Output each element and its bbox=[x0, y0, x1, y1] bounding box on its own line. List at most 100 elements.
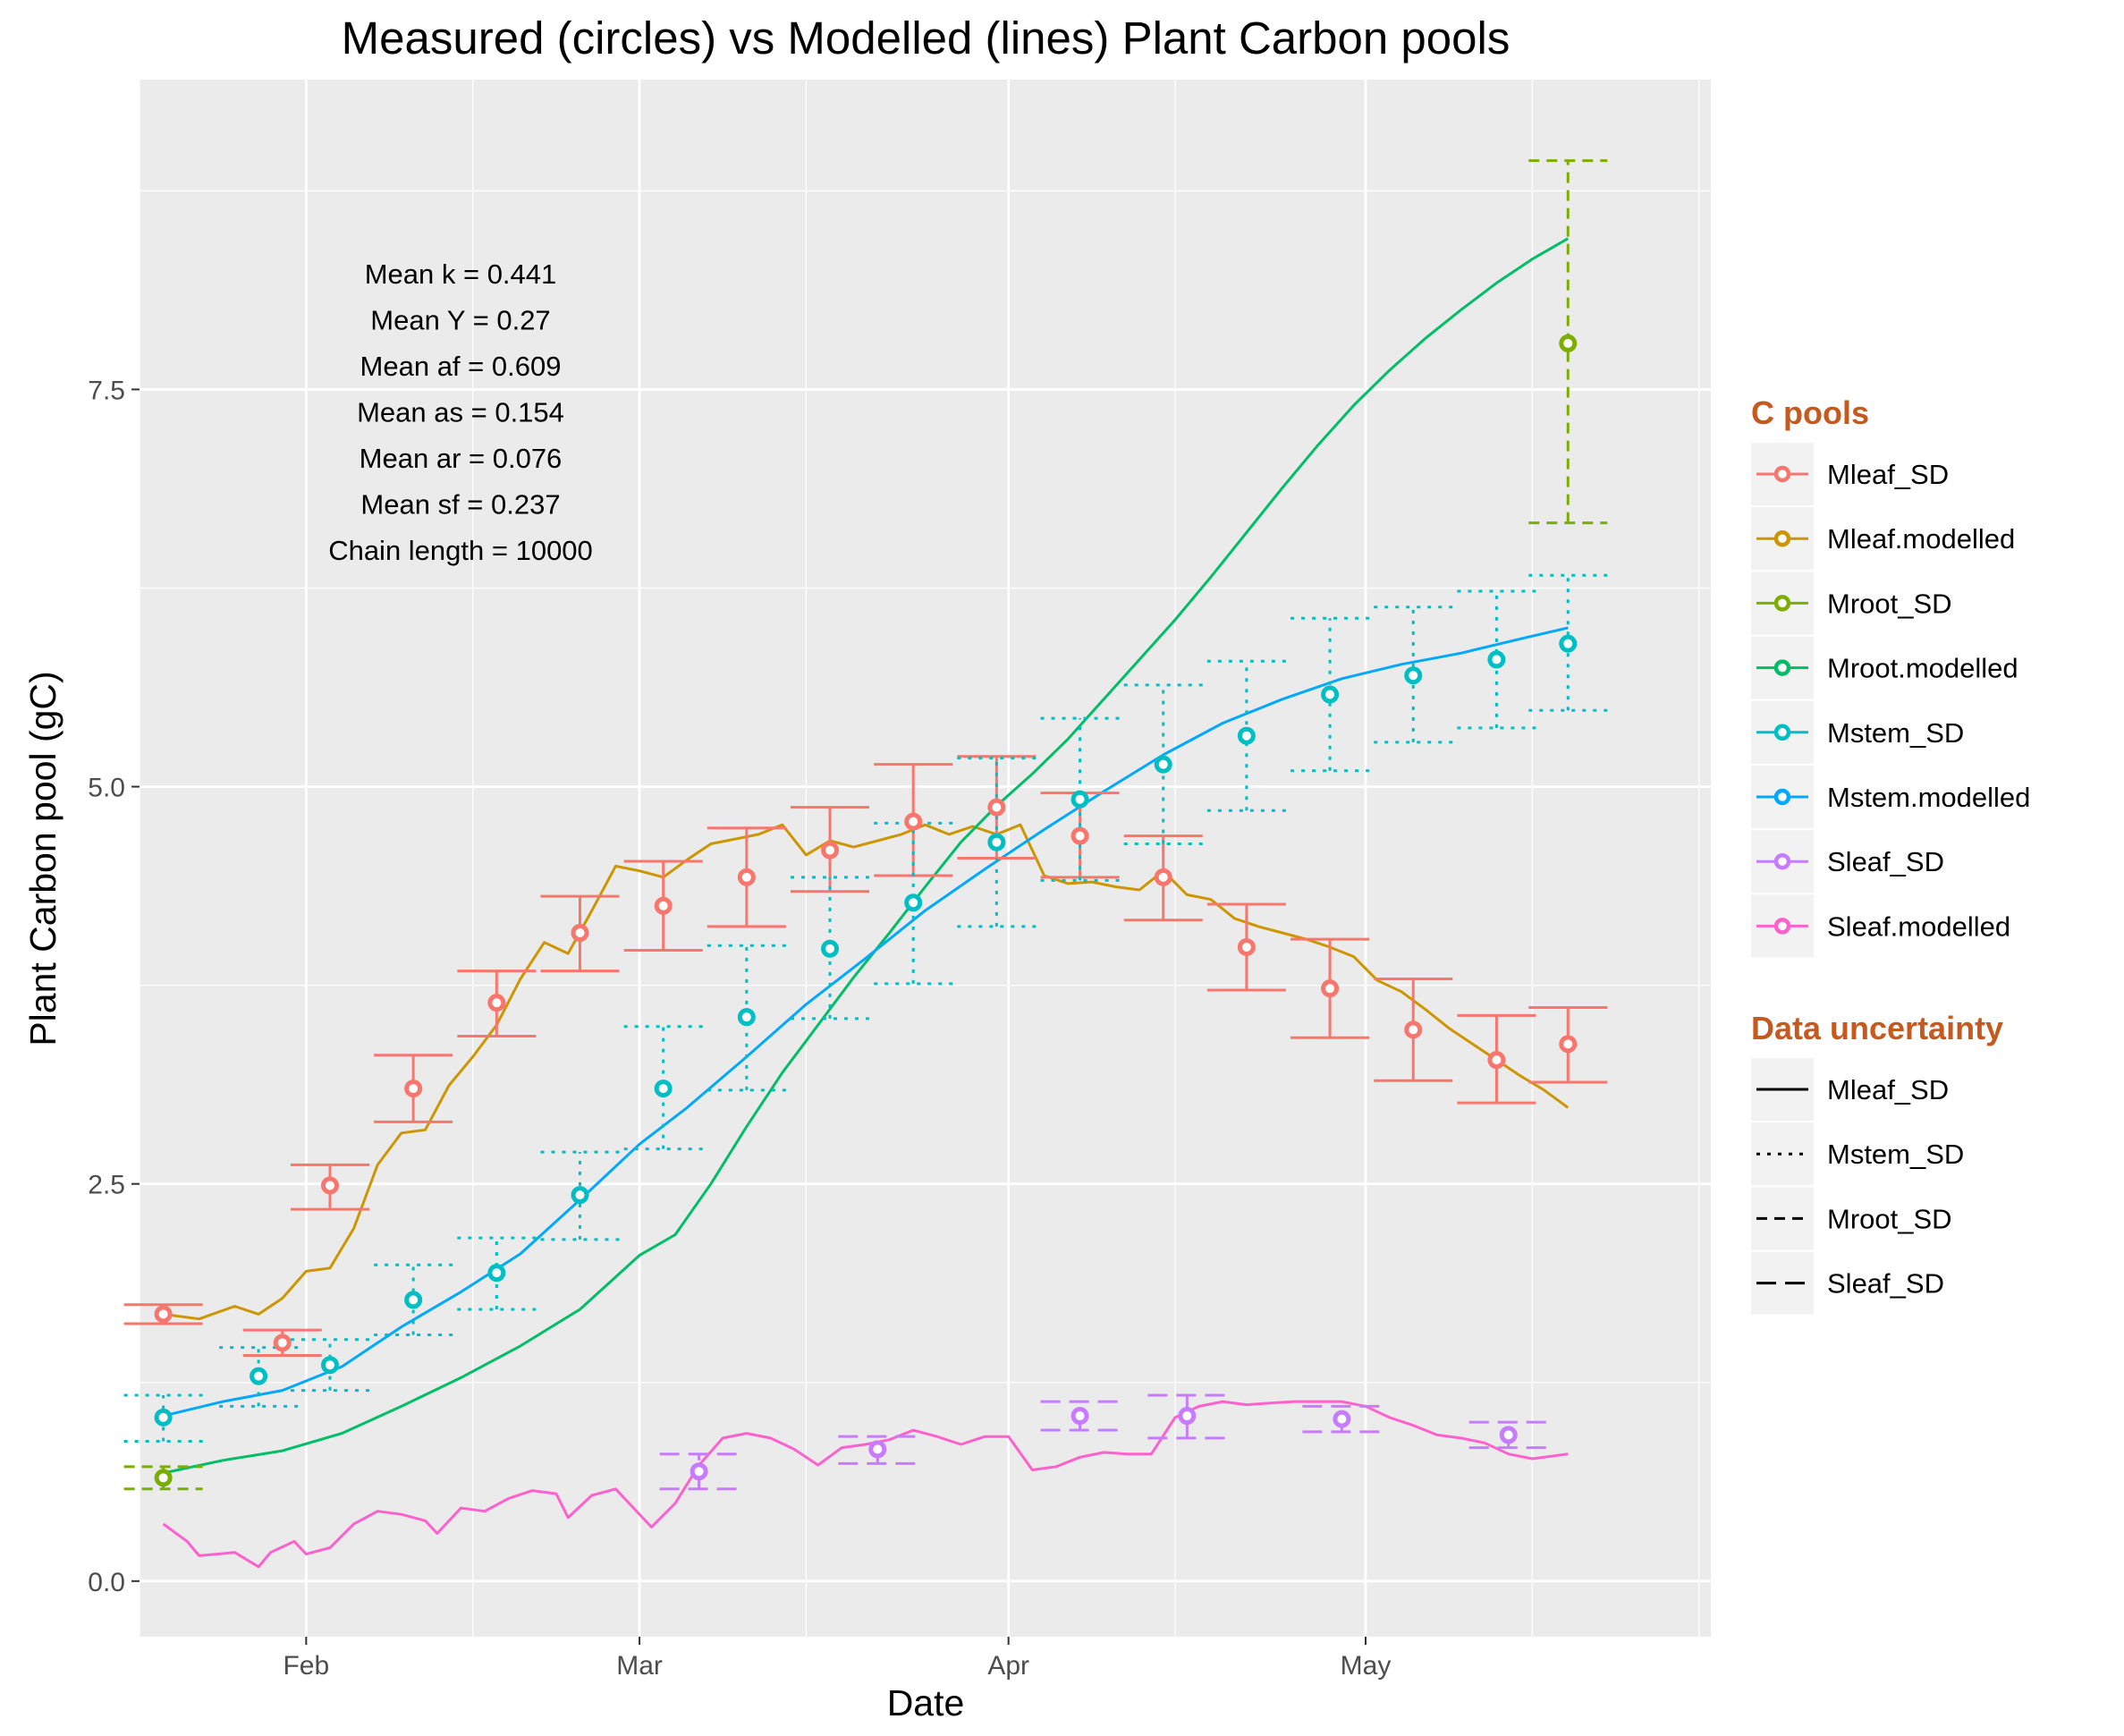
y-tick-label: 5.0 bbox=[88, 774, 125, 803]
measured-point-mleaf-sd bbox=[987, 798, 1006, 817]
annotation-line: Mean k = 0.441 bbox=[365, 258, 557, 290]
measured-point-sleaf-sd bbox=[1178, 1407, 1197, 1426]
legend-title-c-pools: C pools bbox=[1751, 394, 1869, 431]
legend-label: Mroot_SD bbox=[1827, 1203, 1952, 1234]
measured-point-mstem-sd bbox=[320, 1356, 339, 1375]
measured-point-mleaf-sd bbox=[1070, 826, 1089, 845]
x-axis-title: Date bbox=[887, 1682, 965, 1723]
chart-title: Measured (circles) vs Modelled (lines) P… bbox=[342, 13, 1510, 64]
legend-key-point bbox=[1773, 659, 1791, 676]
measured-point-mstem-sd bbox=[1559, 634, 1578, 653]
measured-point-mleaf-sd bbox=[1237, 937, 1256, 956]
measured-point-sleaf-sd bbox=[690, 1462, 708, 1481]
measured-point-mstem-sd bbox=[250, 1367, 268, 1385]
legend-key-point bbox=[1773, 595, 1791, 612]
annotation-line: Mean sf = 0.237 bbox=[360, 489, 560, 521]
measured-point-mleaf-sd bbox=[273, 1334, 292, 1352]
measured-point-sleaf-sd bbox=[1070, 1407, 1089, 1426]
measured-point-mroot-sd bbox=[154, 1469, 173, 1487]
measured-point-mstem-sd bbox=[1070, 790, 1089, 809]
error-bar-mstem-sd bbox=[707, 944, 786, 1092]
annotation-line: Mean Y = 0.27 bbox=[370, 305, 550, 336]
legend-item: Mleaf_SD bbox=[1751, 443, 1949, 505]
measured-point-mstem-sd bbox=[1154, 755, 1172, 774]
legend-data-uncertainty: Data uncertainty Mleaf_SD Mstem_SD Mroot_SD… bbox=[1751, 1010, 2003, 1315]
measured-point-sleaf-sd bbox=[1499, 1426, 1518, 1444]
y-tick-label: 2.5 bbox=[88, 1171, 125, 1200]
measured-point-mleaf-sd bbox=[737, 868, 756, 886]
legend-item: Sleaf_SD bbox=[1751, 1251, 1944, 1315]
measured-point-mleaf-sd bbox=[320, 1176, 339, 1195]
error-bar-mstem-sd bbox=[1206, 659, 1286, 812]
measured-point-mstem-sd bbox=[654, 1080, 673, 1098]
error-bar-mstem-sd bbox=[1040, 716, 1120, 882]
measured-point-mstem-sd bbox=[1487, 650, 1506, 669]
legend-label: Mstem.modelled bbox=[1827, 782, 2030, 813]
measured-point-mleaf-sd bbox=[821, 841, 840, 860]
modelled-line-mleaf-modelled bbox=[163, 823, 1570, 1321]
legend-key-point bbox=[1773, 529, 1791, 547]
error-bar-mstem-sd bbox=[1123, 683, 1203, 846]
legend-key-point bbox=[1773, 724, 1791, 741]
y-axis-title: Plant Carbon pool (gC) bbox=[22, 671, 63, 1046]
legend-label: Sleaf.modelled bbox=[1827, 910, 2010, 942]
annotation-line: Mean af = 0.609 bbox=[360, 351, 562, 382]
major-gridlines bbox=[140, 80, 1711, 1637]
x-tick-label: Mar bbox=[616, 1651, 663, 1681]
modelled-line-sleaf-modelled bbox=[162, 1400, 1569, 1569]
legend-label: Sleaf_SD bbox=[1827, 846, 1944, 877]
legend-key-point bbox=[1773, 852, 1791, 870]
legend-item: Sleaf_SD bbox=[1751, 830, 1944, 893]
measured-point-mstem-sd bbox=[487, 1264, 506, 1283]
y-tick-label: 7.5 bbox=[88, 376, 125, 405]
measured-point-sleaf-sd bbox=[1333, 1410, 1351, 1428]
legend-key-background bbox=[1751, 1122, 1814, 1186]
measured-point-mleaf-sd bbox=[1487, 1051, 1506, 1070]
legend-item: Mleaf_SD bbox=[1751, 1058, 1949, 1121]
measured-point-mstem-sd bbox=[571, 1186, 589, 1205]
x-tick-label: May bbox=[1341, 1651, 1392, 1681]
error-bar-mstem-sd bbox=[874, 821, 953, 986]
measured-point-mleaf-sd bbox=[571, 923, 589, 942]
legend-item: Mleaf.modelled bbox=[1751, 507, 2015, 571]
legend-key-point bbox=[1773, 788, 1791, 806]
plot-panel bbox=[140, 80, 1711, 1637]
legend-key-point bbox=[1773, 918, 1791, 935]
measured-point-mstem-sd bbox=[904, 893, 923, 912]
legend-item: Mstem_SD bbox=[1751, 1122, 1964, 1186]
legend-label: Mleaf.modelled bbox=[1827, 523, 2015, 555]
measured-point-mstem-sd bbox=[821, 939, 840, 958]
legend-label: Mstem_SD bbox=[1827, 1139, 1964, 1170]
measured-point-mstem-sd bbox=[404, 1291, 423, 1309]
legend-key-point bbox=[1773, 465, 1791, 483]
measured-point-mstem-sd bbox=[1404, 666, 1423, 685]
legend-label: Mroot_SD bbox=[1827, 588, 1952, 619]
error-bar-mstem-sd bbox=[791, 876, 870, 1020]
measured-point-mleaf-sd bbox=[487, 994, 506, 1012]
x-tick-label: Feb bbox=[283, 1651, 329, 1681]
measured-point-mroot-sd bbox=[1559, 334, 1578, 352]
error-bar-sleaf-sd bbox=[1147, 1393, 1227, 1440]
measured-point-mleaf-sd bbox=[1321, 979, 1340, 998]
measured-point-mleaf-sd bbox=[1404, 1020, 1423, 1039]
error-bar-mstem-sd bbox=[623, 1025, 703, 1151]
annotation-line: Mean ar = 0.076 bbox=[360, 443, 563, 474]
measured-point-mstem-sd bbox=[1321, 685, 1340, 704]
legend-label: Mroot.modelled bbox=[1827, 653, 2018, 684]
legend-item: Mstem.modelled bbox=[1751, 766, 2030, 828]
legend-item: Mroot.modelled bbox=[1751, 636, 2018, 699]
measured-point-mstem-sd bbox=[987, 833, 1006, 851]
parameter-annotations: Mean k = 0.441 Mean Y = 0.27 Mean af = 0.6… bbox=[328, 258, 593, 566]
legend-c-pools: C pools Mleaf_SD Mleaf.modelled Mroot_SD Mro… bbox=[1751, 394, 2030, 958]
y-axis: 0.0 2.5 5.0 7.5 bbox=[88, 376, 140, 1597]
legend-label: Mleaf_SD bbox=[1827, 459, 1949, 490]
measured-point-mleaf-sd bbox=[404, 1080, 423, 1098]
legend-title-data-uncertainty: Data uncertainty bbox=[1751, 1010, 2003, 1046]
x-axis: Feb Mar Apr May bbox=[283, 1637, 1391, 1681]
legend-label: Sleaf_SD bbox=[1827, 1268, 1944, 1300]
x-tick-label: Apr bbox=[987, 1651, 1029, 1681]
measured-point-mstem-sd bbox=[737, 1008, 756, 1027]
measured-points bbox=[154, 334, 1578, 1487]
measured-point-mstem-sd bbox=[1237, 726, 1256, 745]
